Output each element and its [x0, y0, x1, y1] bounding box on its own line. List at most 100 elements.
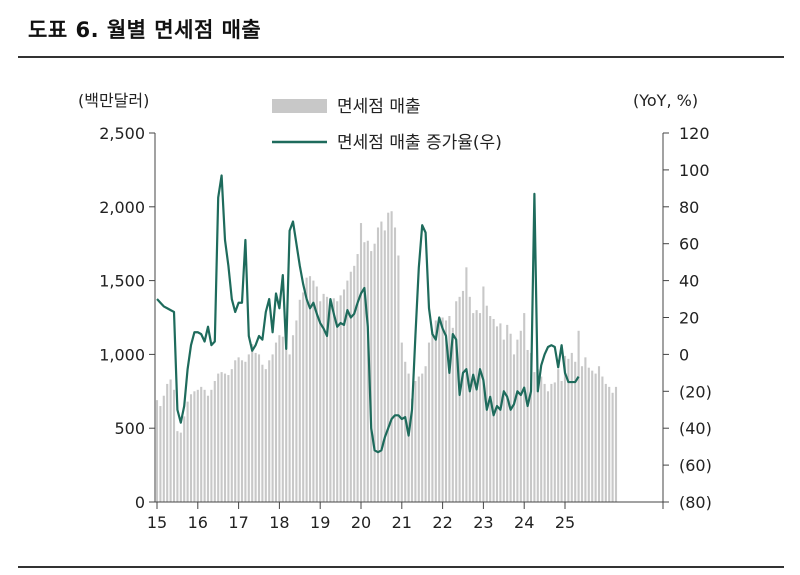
bar	[308, 276, 312, 502]
bar	[570, 352, 573, 502]
legend-line-label: 면세점 매출 증가율(우)	[337, 133, 502, 153]
bar	[305, 277, 308, 502]
bar	[594, 373, 597, 502]
right-tick-label: 20	[679, 309, 699, 328]
legend-bar-label: 면세점 매출	[337, 97, 421, 117]
bar	[604, 383, 607, 502]
bar	[438, 318, 441, 502]
bar	[611, 392, 614, 502]
bar	[472, 313, 475, 502]
bar	[526, 349, 529, 502]
bar	[254, 352, 257, 502]
bar	[465, 267, 468, 502]
bar	[506, 324, 509, 502]
bar	[563, 355, 567, 502]
right-tick-label: 60	[679, 235, 699, 254]
bar	[376, 227, 380, 502]
bar	[553, 382, 556, 502]
bar	[519, 330, 522, 502]
bar	[159, 406, 162, 502]
bar	[257, 354, 261, 502]
bar	[193, 391, 196, 502]
bar	[431, 332, 434, 502]
bar	[315, 286, 318, 502]
bar	[591, 370, 594, 502]
x-tick-label: 19	[310, 513, 330, 532]
bar	[346, 280, 349, 502]
right-tick-label: 100	[679, 161, 710, 180]
bar	[234, 360, 237, 502]
bar	[285, 326, 288, 502]
x-tick-label: 15	[147, 513, 167, 532]
bar	[557, 369, 560, 502]
figure-title: 도표 6. 월별 면세점 매출	[28, 18, 262, 42]
bar	[288, 354, 291, 502]
bar	[597, 366, 601, 502]
x-tick-label: 20	[351, 513, 371, 532]
bar	[523, 313, 526, 502]
bar	[251, 344, 254, 502]
right-tick-label: 40	[679, 272, 699, 291]
bar	[366, 240, 369, 502]
bar	[448, 316, 451, 502]
bar	[536, 369, 539, 502]
x-tick-label: 23	[473, 513, 493, 532]
bar	[489, 316, 492, 502]
bar	[441, 317, 444, 502]
bar	[203, 389, 206, 502]
bar	[302, 292, 305, 502]
bar	[179, 432, 182, 502]
bar	[475, 310, 478, 502]
bar	[512, 354, 516, 502]
axis-labels: 0 500 1,000 1,500 2,000 2,500 (80) (60) (40) (20)…	[78, 91, 712, 532]
bar	[502, 339, 505, 502]
bar	[325, 296, 329, 502]
bar	[546, 391, 550, 502]
bar	[353, 265, 356, 502]
bar	[166, 383, 169, 502]
bar	[363, 242, 366, 502]
x-tick-label: 17	[228, 513, 248, 532]
x-tick-label: 21	[392, 513, 412, 532]
bar	[342, 289, 346, 502]
bar	[332, 298, 335, 502]
bar	[424, 366, 427, 502]
legend-bar-swatch	[272, 99, 327, 113]
bar	[482, 286, 485, 502]
bar	[567, 358, 570, 502]
bar	[247, 354, 250, 502]
bar	[189, 394, 193, 502]
bar	[584, 357, 587, 502]
bar	[478, 313, 482, 502]
bar	[370, 251, 373, 502]
bar	[516, 339, 519, 502]
bar	[533, 372, 536, 502]
x-tick-label: 22	[432, 513, 452, 532]
right-tick-label: (60)	[679, 456, 712, 475]
bar	[400, 342, 403, 502]
right-tick-label: 0	[679, 345, 689, 364]
left-tick-label: 1,000	[99, 345, 145, 364]
bar	[543, 383, 546, 502]
bar	[172, 389, 176, 502]
bar	[196, 389, 199, 502]
bar	[336, 301, 339, 502]
bar	[468, 296, 471, 502]
yoy-line	[156, 174, 580, 454]
bar	[244, 361, 247, 502]
bar	[217, 373, 220, 502]
bar	[380, 221, 383, 502]
bar	[495, 326, 499, 502]
bar	[455, 301, 458, 502]
bar	[291, 335, 295, 502]
left-tick-label: 1,500	[99, 272, 145, 291]
bar	[373, 243, 376, 502]
bar	[458, 296, 461, 502]
bar	[404, 361, 407, 502]
right-tick-label: (20)	[679, 382, 712, 401]
bar	[390, 211, 393, 503]
bar	[540, 376, 543, 502]
bar	[169, 379, 172, 502]
x-tick-label: 24	[514, 513, 534, 532]
